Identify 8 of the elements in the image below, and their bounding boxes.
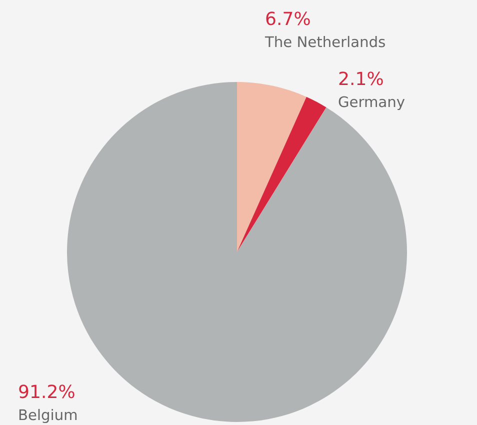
data-label: 2.1% xyxy=(339,72,383,86)
slice-label: Belgium xyxy=(19,408,77,424)
slice-label: Germany xyxy=(338,96,405,110)
pie-slice xyxy=(237,82,306,252)
slice-label: The Netherlands xyxy=(264,36,385,48)
pie-slice xyxy=(237,96,326,252)
data-label: 91.2% xyxy=(19,384,74,398)
data-label: 6.7% xyxy=(266,12,310,26)
